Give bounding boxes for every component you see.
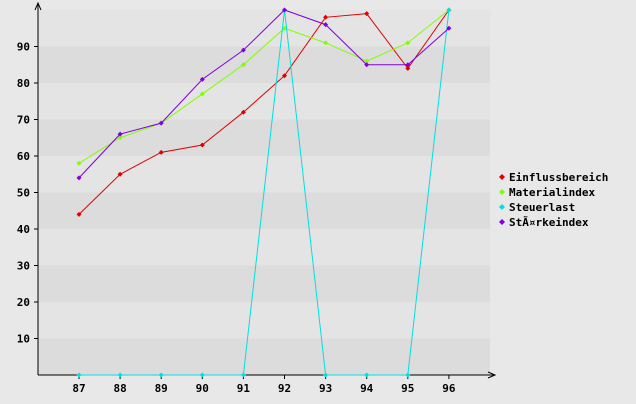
grid-bands	[38, 10, 490, 375]
data-point	[158, 120, 164, 126]
data-point	[240, 372, 246, 378]
data-point	[199, 76, 205, 82]
data-point	[76, 372, 82, 378]
series-line	[79, 9, 450, 376]
x-tick-label: 93	[319, 382, 332, 395]
y-tick-label: 30	[17, 260, 30, 273]
data-point	[240, 47, 246, 53]
data-point	[405, 62, 411, 68]
y-tick-label: 20	[17, 296, 30, 309]
data-point	[364, 58, 370, 64]
grid-band	[38, 265, 490, 302]
y-axis-ticks: 10 20 30 40 50 60 70 80 90	[17, 41, 38, 346]
grid-band	[38, 83, 490, 120]
data-point	[364, 11, 370, 17]
x-tick-label: 88	[113, 382, 126, 395]
data-point	[76, 175, 82, 181]
y-tick-label: 70	[17, 114, 30, 127]
legend: Einflussbereich Materialindex Steuerlast St…	[499, 171, 608, 229]
grid-band	[38, 338, 490, 375]
data-point	[76, 160, 82, 166]
data-point	[117, 131, 123, 137]
x-tick-label: 94	[360, 382, 374, 395]
legend-marker	[499, 189, 505, 195]
legend-marker	[499, 204, 505, 210]
data-point	[405, 65, 411, 71]
data-point	[364, 372, 370, 378]
data-point	[323, 14, 329, 20]
legend-marker	[499, 174, 505, 180]
data-point	[446, 25, 452, 31]
data-point	[405, 372, 411, 378]
grid-band	[38, 192, 490, 229]
data-point	[117, 135, 123, 141]
x-axis-arrow	[487, 371, 497, 379]
data-point	[240, 109, 246, 115]
data-point	[446, 7, 452, 13]
data-point	[282, 7, 287, 13]
series-2	[76, 7, 452, 378]
x-tick-label: 96	[442, 382, 456, 395]
x-tick-label: 92	[278, 382, 291, 395]
legend-label: Einflussbereich	[509, 171, 608, 184]
series-line	[78, 9, 450, 215]
data-point	[158, 372, 164, 378]
x-axis-ticks: 87 88 89 90 91 92 93 94 95 96	[72, 375, 456, 395]
x-tick-label: 90	[196, 382, 209, 395]
x-tick-label: 95	[401, 382, 414, 395]
grid-band	[38, 46, 490, 83]
grid-band	[38, 10, 490, 47]
grid-band	[38, 229, 490, 266]
data-point	[240, 62, 246, 68]
data-point	[405, 40, 411, 46]
y-tick-label: 80	[17, 77, 30, 90]
y-tick-label: 60	[17, 150, 30, 163]
x-tick-label: 87	[72, 382, 85, 395]
data-point	[323, 40, 329, 46]
y-tick-label: 10	[17, 333, 30, 346]
legend-label: Steuerlast	[509, 201, 575, 214]
series-line	[78, 9, 450, 179]
series-group	[76, 7, 452, 378]
data-point	[199, 372, 205, 378]
data-point	[76, 211, 82, 217]
data-point	[323, 22, 329, 28]
data-point	[199, 142, 205, 148]
data-point	[117, 171, 123, 177]
legend-label: Materialindex	[509, 186, 595, 199]
y-tick-label: 50	[17, 187, 30, 200]
data-point	[199, 91, 205, 97]
data-point	[158, 149, 164, 155]
grid-band	[38, 119, 490, 156]
x-tick-label: 89	[155, 382, 168, 395]
x-tick-label: 91	[237, 382, 251, 395]
data-point	[282, 25, 287, 31]
legend-label: StÃ¤rkeindex	[509, 216, 589, 229]
series-0	[76, 7, 452, 217]
y-axis-arrow	[34, 1, 42, 11]
y-tick-label: 40	[17, 223, 30, 236]
data-point	[364, 62, 370, 68]
y-tick-label: 90	[17, 41, 30, 54]
series-3	[76, 7, 452, 181]
grid-band	[38, 156, 490, 193]
data-point	[323, 372, 329, 378]
legend-marker	[499, 219, 505, 225]
data-point	[117, 372, 123, 378]
grid-band	[38, 302, 490, 339]
series-line	[78, 9, 450, 164]
data-point	[282, 73, 287, 79]
